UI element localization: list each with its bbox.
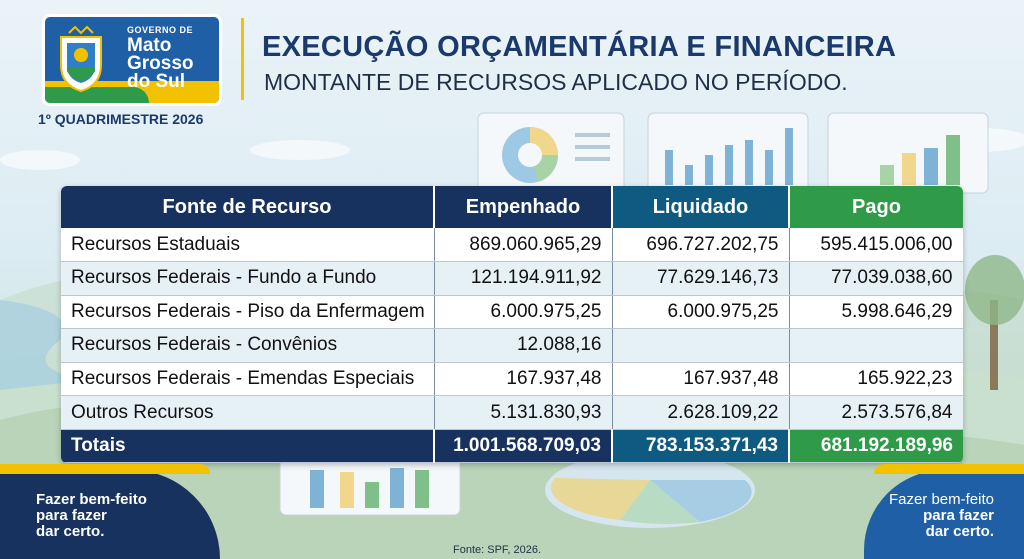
page-title: EXECUÇÃO ORÇAMENTÁRIA E FINANCEIRA — [262, 31, 897, 63]
pago-value: 595.415.006,00 — [789, 228, 963, 263]
slogan-line-1: Fazer bem-feito — [888, 491, 994, 508]
pago-value: 5.998.646,29 — [789, 295, 963, 330]
slogan-line-3: dar certo. — [925, 523, 994, 540]
liquidado-value: 2.628.109,22 — [612, 395, 790, 430]
column-header-liquidado: Liquidado — [612, 186, 790, 228]
row-label: Recursos Federais - Fundo a Fundo — [61, 261, 435, 296]
state-name-line-1: Mato — [127, 35, 172, 56]
footer-left-panel — [0, 464, 220, 559]
footer-right-slogan: Fazer bem-feito para fazer dar certo. — [889, 492, 994, 540]
state-name-line-2: Grosso — [127, 53, 194, 74]
total-pago: 681.192.189,96 — [789, 429, 963, 463]
row-label: Recursos Estaduais — [61, 228, 435, 263]
table-row: Recursos Federais - Piso da Enfermagem 6… — [61, 295, 963, 330]
government-logo: GOVERNO DE Mato Grosso do Sul — [42, 14, 222, 106]
row-label: Recursos Federais - Convênios — [61, 328, 435, 363]
column-header-pago: Pago — [789, 186, 963, 228]
table-row: Recursos Federais - Convênios 12.088,16 — [61, 328, 963, 363]
total-liquidado: 783.153.371,43 — [612, 429, 790, 463]
totals-label: Totais — [61, 429, 435, 463]
empenhado-value: 121.194.911,92 — [434, 261, 613, 296]
pago-value: 2.573.576,84 — [789, 395, 963, 430]
totals-row: Totais 1.001.568.709,03 783.153.371,43 6… — [61, 429, 963, 463]
row-label: Recursos Federais - Emendas Especiais — [61, 362, 435, 397]
column-header-empenhado: Empenhado — [434, 186, 613, 228]
slogan-line-3: dar certo. — [36, 523, 105, 540]
slogan-line-2: para fazer — [36, 507, 107, 524]
empenhado-value: 12.088,16 — [434, 328, 613, 363]
liquidado-value: 77.629.146,73 — [612, 261, 790, 296]
pago-value: 77.039.038,60 — [789, 261, 963, 296]
table-row: Recursos Federais - Emendas Especiais 16… — [61, 362, 963, 397]
liquidado-value: 696.727.202,75 — [612, 228, 790, 263]
table-row: Recursos Estaduais 869.060.965,29 696.72… — [61, 228, 963, 263]
bar-chart-illustration — [647, 112, 989, 194]
state-name: Mato Grosso do Sul — [127, 35, 219, 92]
state-name-line-3: do Sul — [127, 71, 186, 92]
page-subtitle: MONTANTE DE RECURSOS APLICADO NO PERÍODO… — [264, 69, 848, 95]
slogan-line-2: para fazer — [923, 507, 994, 524]
column-header-fonte: Fonte de Recurso — [61, 186, 435, 228]
slogan-line-1: Fazer bem-feito — [36, 491, 147, 508]
empenhado-value: 5.131.830,93 — [434, 395, 613, 430]
header-divider — [241, 18, 244, 100]
table-row: Outros Recursos 5.131.830,93 2.628.109,2… — [61, 395, 963, 430]
footer-left-slogan: Fazer bem-feito para fazer dar certo. — [36, 492, 147, 540]
pago-value: 165.922,23 — [789, 362, 963, 397]
empenhado-value: 167.937,48 — [434, 362, 613, 397]
budget-table: Fonte de Recurso Empenhado Liquidado Pag… — [61, 186, 963, 463]
liquidado-value: 6.000.975,25 — [612, 295, 790, 330]
pie-chart-illustration — [477, 112, 625, 194]
total-empenhado: 1.001.568.709,03 — [434, 429, 613, 463]
table-header-row: Fonte de Recurso Empenhado Liquidado Pag… — [61, 186, 963, 228]
empenhado-value: 869.060.965,29 — [434, 228, 613, 263]
liquidado-value — [612, 328, 790, 363]
period-label: 1º QUADRIMESTRE 2026 — [38, 111, 204, 127]
government-label: GOVERNO DE — [127, 25, 194, 35]
source-note: Fonte: SPF, 2026. — [453, 544, 542, 556]
row-label: Recursos Federais - Piso da Enfermagem — [61, 295, 435, 330]
coat-of-arms-icon — [60, 25, 102, 93]
empenhado-value: 6.000.975,25 — [434, 295, 613, 330]
liquidado-value: 167.937,48 — [612, 362, 790, 397]
table-row: Recursos Federais - Fundo a Fundo 121.19… — [61, 261, 963, 296]
row-label: Outros Recursos — [61, 395, 435, 430]
pago-value — [789, 328, 963, 363]
